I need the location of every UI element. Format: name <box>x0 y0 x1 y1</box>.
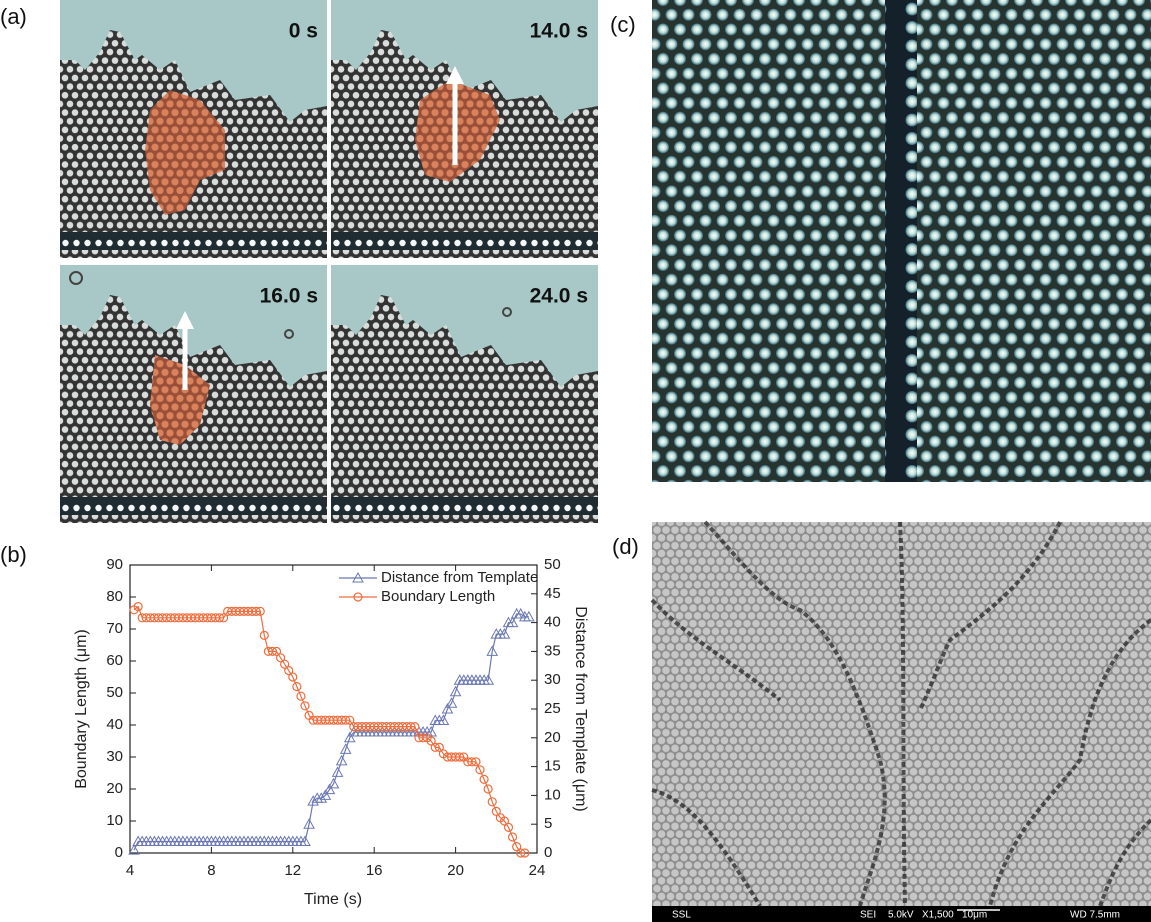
y-tick-label: 30 <box>106 748 123 765</box>
x-tick-label: 24 <box>529 862 546 879</box>
y2-tick-label: 0 <box>544 844 552 861</box>
plot-frame <box>130 565 537 853</box>
y-tick-label: 10 <box>106 812 123 829</box>
panel-label: (a) <box>0 4 27 29</box>
series-line <box>134 614 529 850</box>
y-tick-label: 70 <box>106 620 123 637</box>
y-tick-label: 80 <box>106 588 123 605</box>
y2-tick-label: 40 <box>544 614 561 631</box>
y-tick-label: 60 <box>106 652 123 669</box>
info-text: 5.0kV <box>888 910 914 921</box>
info-text: SEI <box>860 910 876 921</box>
y-tick-label: 0 <box>115 844 123 861</box>
x-tick-label: 12 <box>284 862 301 879</box>
micrograph-c <box>652 0 1151 482</box>
micrograph-d <box>652 522 1151 922</box>
y-tick-label: 90 <box>106 556 123 573</box>
x-tick-label: 16 <box>366 862 383 879</box>
timestamp: 16.0 s <box>260 285 318 308</box>
y-tick-label: 50 <box>106 684 123 701</box>
x-tick-label: 8 <box>207 862 215 879</box>
x-axis-title: Time (s) <box>304 891 362 908</box>
y2-tick-label: 15 <box>544 758 561 775</box>
legend-label: Distance from Template <box>381 569 538 586</box>
x-tick-label: 4 <box>126 862 134 879</box>
legend-label: Boundary Length <box>381 588 495 605</box>
y-tick-label: 40 <box>106 716 123 733</box>
info-text: WD 7.5mm <box>1070 910 1120 921</box>
panel-label: (c) <box>610 12 636 37</box>
figure: (a) 0 s 14.0 s 16.0 s 24.0 s (c) (d) SSL… <box>0 0 1151 922</box>
timestamp: 0 s <box>289 20 318 43</box>
info-text: SSL <box>672 910 691 921</box>
y2-tick-label: 45 <box>544 585 561 602</box>
y2-axis-title: Distance from Template (μm) <box>572 606 589 811</box>
timestamp: 24.0 s <box>530 285 588 308</box>
y2-tick-label: 5 <box>544 815 552 832</box>
panel-label: (d) <box>612 534 639 559</box>
y2-tick-label: 25 <box>544 700 561 717</box>
panel-label: (b) <box>0 542 27 567</box>
timestamp: 14.0 s <box>530 20 588 43</box>
info-text: X1,500 <box>922 910 954 921</box>
y2-tick-label: 10 <box>544 786 561 803</box>
y-axis-title: Boundary Length (μm) <box>73 629 90 789</box>
x-tick-label: 20 <box>447 862 464 879</box>
series-line <box>134 607 525 853</box>
y2-tick-label: 20 <box>544 729 561 746</box>
info-text: 10μm <box>962 910 987 921</box>
y-tick-label: 20 <box>106 780 123 797</box>
y2-tick-label: 30 <box>544 671 561 688</box>
y2-tick-label: 35 <box>544 642 561 659</box>
micrograph-a <box>60 0 598 523</box>
y2-tick-label: 50 <box>544 556 561 573</box>
